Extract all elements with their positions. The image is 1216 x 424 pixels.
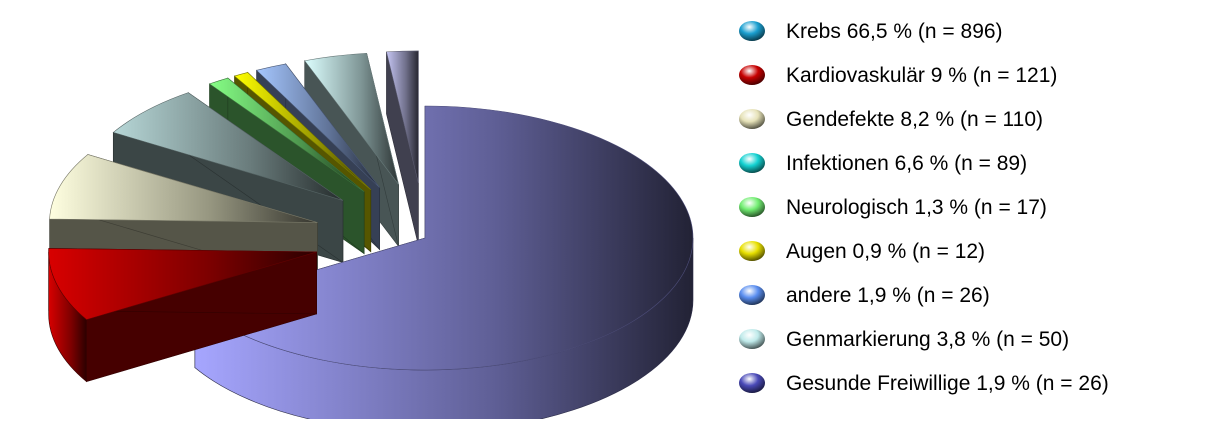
legend-marker-icon bbox=[739, 197, 765, 217]
legend-item: Neurologisch 1,3 % (n = 17) bbox=[738, 190, 1047, 224]
legend-label: Gendefekte 8,2 % (n = 110) bbox=[786, 107, 1044, 131]
pie-chart-svg bbox=[48, 50, 694, 424]
legend-item: Krebs 66,5 % (n = 896) bbox=[738, 14, 1003, 48]
legend-item: Infektionen 6,6 % (n = 89) bbox=[738, 146, 1027, 180]
legend-label: Infektionen 6,6 % (n = 89) bbox=[786, 151, 1028, 175]
legend-marker-icon bbox=[739, 373, 765, 393]
pie-slice-krebs-top bbox=[194, 105, 694, 371]
legend-marker-icon bbox=[739, 329, 765, 349]
pie-slice-infektionen-top bbox=[112, 92, 344, 201]
pie-slice-gesunde-freiwillige bbox=[386, 50, 419, 246]
pie-slice-andere-top bbox=[255, 63, 380, 188]
legend-label: Kardiovaskulär 9 % (n = 121) bbox=[786, 63, 1058, 87]
pie-slice-kardiovaskular bbox=[48, 248, 317, 383]
legend-label: andere 1,9 % (n = 26) bbox=[786, 283, 990, 307]
legend-marker-icon bbox=[739, 109, 765, 129]
legend-marker-icon bbox=[739, 65, 765, 85]
pie-slice-genmarkierung-top bbox=[304, 53, 399, 185]
legend-item: Augen 0,9 % (n = 12) bbox=[738, 234, 985, 268]
legend-marker-icon bbox=[739, 285, 765, 305]
pie-slice-gendefekte-top bbox=[49, 154, 318, 223]
pie-slice-kardiovaskular-top bbox=[48, 248, 317, 320]
chart-legend: Krebs 66,5 % (n = 896) Kardiovaskulär 9 %… bbox=[738, 14, 1208, 414]
pie-slice-gesunde-freiwillige-top bbox=[386, 50, 419, 184]
legend-marker-icon bbox=[739, 153, 765, 173]
legend-label: Gesunde Freiwillige 1,9 % (n = 26) bbox=[786, 371, 1109, 395]
pie-slice-neurologisch-top bbox=[208, 77, 365, 192]
legend-label: Krebs 66,5 % (n = 896) bbox=[786, 19, 1003, 43]
legend-label: Genmarkierung 3,8 % (n = 50) bbox=[786, 327, 1070, 351]
legend-item: andere 1,9 % (n = 26) bbox=[738, 278, 990, 312]
legend-label: Neurologisch 1,3 % (n = 17) bbox=[786, 195, 1047, 219]
legend-marker-icon bbox=[739, 21, 765, 41]
legend-item: Genmarkierung 3,8 % (n = 50) bbox=[738, 322, 1069, 356]
pie-chart bbox=[48, 50, 694, 424]
legend-marker-icon bbox=[739, 241, 765, 261]
legend-item: Gesunde Freiwillige 1,9 % (n = 26) bbox=[738, 366, 1109, 400]
legend-item: Kardiovaskulär 9 % (n = 121) bbox=[738, 58, 1057, 92]
pie-slice-augen-top bbox=[233, 72, 371, 190]
legend-item: Gendefekte 8,2 % (n = 110) bbox=[738, 102, 1043, 136]
legend-label: Augen 0,9 % (n = 12) bbox=[786, 239, 986, 263]
